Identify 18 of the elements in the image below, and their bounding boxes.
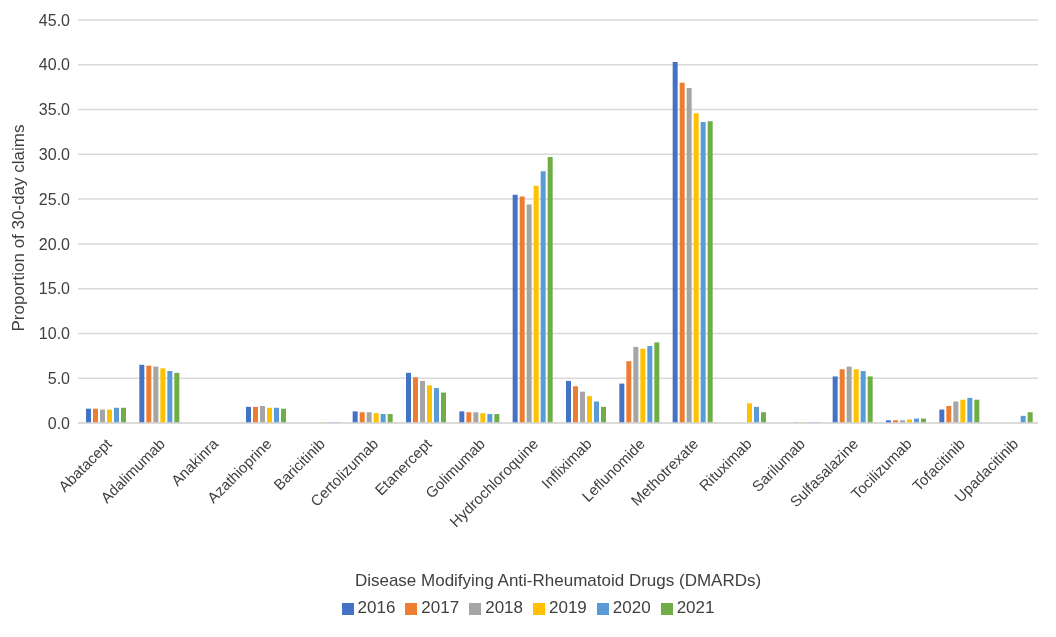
y-tick-label: 0.0 <box>47 414 71 432</box>
y-tick-label: 35.0 <box>38 101 71 119</box>
legend-label: 2019 <box>549 598 587 617</box>
y-tick-label: 10.0 <box>38 325 71 343</box>
y-tick-label: 25.0 <box>38 190 71 208</box>
legend-label: 2017 <box>421 598 460 617</box>
legend-label: 2021 <box>676 598 715 617</box>
y-tick-label: 30.0 <box>38 146 71 164</box>
y-tick-label: 5.0 <box>47 369 71 387</box>
x-axis-title: Disease Modifying Anti-Rheumatoid Drugs (DMARDs) <box>354 571 762 590</box>
y-tick-label: 40.0 <box>38 56 71 74</box>
legend-label: 2018 <box>485 598 523 617</box>
y-tick-label: 15.0 <box>38 280 71 298</box>
legend-label: 2016 <box>357 598 396 617</box>
y-tick-label: 20.0 <box>38 235 71 253</box>
legend-label: 2020 <box>612 598 651 617</box>
y-tick-label: 45.0 <box>38 11 71 29</box>
y-axis-title: Proportion of 30-day claims <box>9 124 29 332</box>
